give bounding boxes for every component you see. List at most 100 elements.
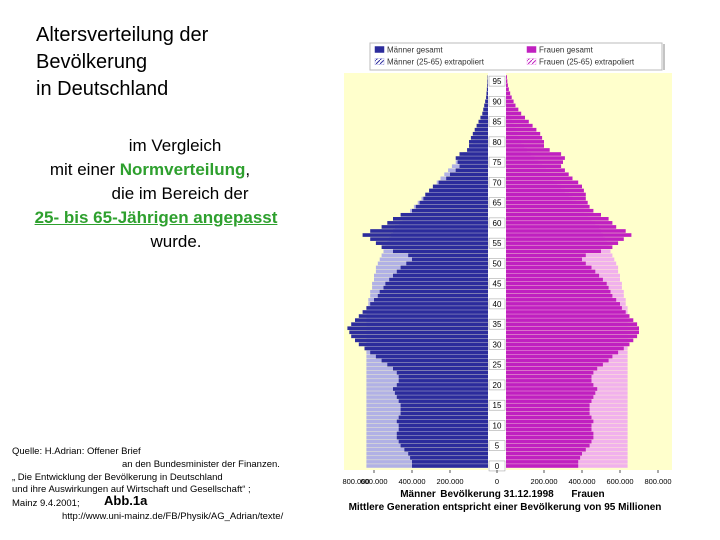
bar	[506, 245, 613, 250]
bar	[506, 431, 594, 436]
bar	[506, 135, 543, 140]
bar	[472, 131, 488, 136]
bar	[358, 314, 488, 318]
bar	[506, 204, 590, 209]
bar	[412, 460, 488, 464]
series	[506, 75, 639, 468]
bar	[506, 261, 586, 266]
bar	[362, 233, 488, 237]
text: ,	[245, 160, 251, 179]
x-tick-label: 600.000	[606, 477, 633, 486]
y-tick-box	[488, 116, 506, 127]
bar	[506, 342, 630, 347]
x-tick-label: 400.000	[568, 477, 595, 486]
bar	[506, 79, 508, 83]
bar	[375, 241, 488, 245]
bar	[432, 184, 488, 189]
source-line: und ihre Auswirkungen auf Wirtschaft und…	[12, 484, 251, 495]
right-axis-label: Frauen	[571, 489, 604, 500]
bar	[506, 144, 544, 148]
bar	[398, 379, 488, 383]
bar	[506, 350, 619, 355]
bar	[506, 285, 609, 290]
bar	[506, 208, 594, 213]
bar	[358, 342, 488, 347]
y-tick-label: 30	[493, 340, 502, 349]
bar	[400, 407, 488, 412]
bar	[506, 115, 525, 120]
x-tick-label: 600.000	[360, 477, 387, 486]
bar	[370, 229, 488, 233]
bar	[393, 366, 488, 371]
bar	[506, 334, 638, 339]
age-strip	[488, 73, 506, 470]
bar	[396, 269, 488, 274]
bar	[506, 233, 632, 237]
bar	[366, 306, 488, 310]
y-tick-box	[488, 237, 506, 249]
bar	[396, 435, 488, 440]
bar	[398, 415, 488, 420]
y-tick-box	[488, 339, 506, 350]
bar	[506, 241, 619, 245]
bar	[506, 237, 624, 241]
y-tick-label: 65	[493, 199, 502, 208]
bar	[370, 237, 488, 241]
bar	[506, 464, 579, 468]
bar	[387, 362, 488, 367]
bar	[506, 314, 630, 318]
bar	[506, 217, 609, 221]
y-tick-label: 5	[495, 442, 500, 451]
bar	[506, 419, 594, 424]
bar	[396, 419, 488, 424]
bar	[446, 176, 488, 181]
bar	[506, 456, 581, 460]
bar	[506, 293, 613, 298]
y-tick-label: 25	[493, 361, 502, 370]
bar	[506, 375, 592, 379]
bar	[419, 200, 488, 205]
bar	[483, 107, 488, 112]
legend-swatch	[374, 58, 385, 65]
bar	[455, 168, 488, 173]
bar	[506, 257, 582, 262]
bar	[425, 192, 488, 197]
bar	[385, 281, 488, 286]
bar	[400, 443, 488, 448]
source-line: an den Bundesminister der Finanzen.	[122, 459, 280, 470]
bar	[506, 265, 592, 270]
bar	[406, 261, 488, 266]
bar	[487, 83, 488, 87]
legend-frame	[369, 42, 663, 71]
bar	[408, 253, 488, 258]
bar	[506, 411, 590, 416]
bar	[347, 326, 488, 331]
bar	[387, 221, 488, 225]
bar	[506, 269, 596, 274]
bar	[485, 99, 488, 104]
bar	[506, 403, 590, 408]
bar	[355, 338, 488, 343]
bar	[506, 451, 582, 456]
bar	[506, 443, 590, 448]
bar	[470, 135, 488, 140]
bar	[506, 249, 601, 254]
bar	[506, 435, 594, 440]
bar	[364, 346, 488, 351]
bar	[398, 399, 488, 403]
y-tick-label: 90	[493, 97, 502, 106]
y-tick-label: 80	[493, 138, 502, 147]
bar	[506, 200, 588, 205]
bar	[506, 172, 569, 177]
bar	[404, 447, 488, 452]
bar	[506, 212, 601, 217]
bar	[506, 338, 634, 343]
bar	[506, 370, 594, 375]
bar	[476, 123, 488, 128]
bar	[469, 144, 488, 148]
bar	[457, 160, 488, 164]
bar	[469, 140, 488, 144]
bar	[506, 225, 617, 229]
x-tick-label: 0	[495, 477, 499, 486]
bar	[393, 217, 488, 221]
